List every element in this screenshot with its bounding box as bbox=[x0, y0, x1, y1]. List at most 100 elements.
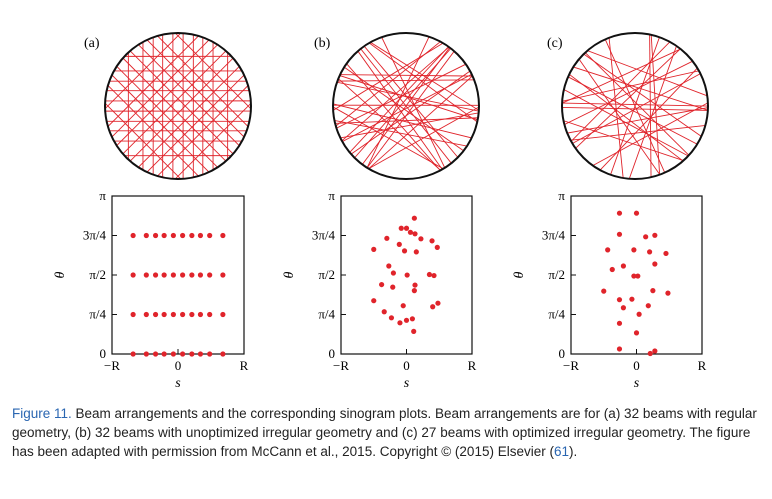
sinogram-point bbox=[426, 271, 433, 278]
sinogram-plot-b: 0π/4π/23π/4π−R 0 Rsθ bbox=[282, 188, 477, 391]
beam-line bbox=[333, 33, 464, 123]
beam-line bbox=[105, 54, 230, 179]
panel-label-b: (b) bbox=[314, 36, 331, 51]
sinogram-point bbox=[616, 231, 623, 237]
beam-line bbox=[333, 78, 479, 115]
beam-line bbox=[360, 33, 436, 179]
y-axis-label: θ bbox=[53, 271, 68, 278]
sinogram-point bbox=[152, 232, 159, 239]
sinogram-point bbox=[616, 297, 623, 303]
sinogram-point bbox=[220, 311, 226, 318]
beam-line bbox=[140, 68, 251, 179]
beam-line bbox=[350, 33, 479, 124]
sinogram-point bbox=[379, 281, 385, 288]
sinogram-point bbox=[161, 232, 167, 239]
beam-line bbox=[333, 58, 476, 160]
beam-line bbox=[150, 78, 251, 179]
sinogram-point bbox=[384, 235, 390, 241]
sinogram-point bbox=[631, 273, 637, 279]
sinogram-point bbox=[220, 351, 226, 357]
beam-line bbox=[105, 33, 206, 134]
figure-graphic: (a) (b) (c) 0π/4π/23π/4π−R 0 Rsθ 0π/4π/23π… bbox=[53, 32, 709, 391]
sinogram-point bbox=[412, 231, 418, 237]
beam-line bbox=[562, 112, 707, 169]
y-tick-label: π/4 bbox=[548, 307, 565, 322]
sinogram-point bbox=[207, 232, 213, 239]
sinogram-point bbox=[197, 351, 204, 357]
beam-line bbox=[354, 63, 479, 179]
beam-line bbox=[333, 65, 455, 179]
x-axis-label: s bbox=[404, 376, 410, 391]
sinogram-point bbox=[633, 330, 640, 336]
beam-line bbox=[354, 34, 468, 170]
beam-line bbox=[357, 39, 464, 179]
x-axis-label: s bbox=[175, 376, 181, 391]
sinogram-point bbox=[645, 303, 651, 309]
sinogram-point bbox=[652, 348, 658, 354]
y-tick-label: π/4 bbox=[318, 307, 335, 322]
sinogram-plot-c: 0π/4π/23π/4π−R 0 Rsθ bbox=[512, 188, 707, 391]
sinogram-point bbox=[143, 272, 149, 278]
x-tick-label: 0 bbox=[633, 358, 640, 373]
beam-line bbox=[105, 33, 223, 151]
beam-arrangement-b bbox=[332, 32, 480, 180]
sinogram-point bbox=[388, 315, 395, 321]
beam-line bbox=[333, 116, 479, 151]
sinogram-point bbox=[152, 272, 159, 278]
beam-line bbox=[333, 79, 479, 82]
beam-line bbox=[568, 44, 670, 179]
beam-line bbox=[562, 81, 704, 165]
y-tick-label: 3π/4 bbox=[542, 228, 566, 243]
sinogram-point bbox=[161, 351, 167, 357]
sinogram-point bbox=[152, 351, 159, 357]
y-tick-label: 3π/4 bbox=[312, 228, 336, 243]
beam-line bbox=[565, 41, 708, 105]
sinogram-point bbox=[647, 350, 653, 357]
reference-link[interactable]: 61 bbox=[553, 444, 569, 459]
sinogram-point bbox=[197, 311, 204, 318]
y-tick-label: π bbox=[328, 188, 335, 203]
sinogram-point bbox=[371, 298, 377, 304]
sinogram-point bbox=[616, 210, 623, 216]
beam-line bbox=[562, 64, 697, 172]
y-tick-label: 0 bbox=[100, 346, 107, 361]
beam-line bbox=[649, 33, 652, 179]
sinogram-point bbox=[400, 303, 406, 309]
beam-line bbox=[562, 53, 708, 133]
sinogram-point bbox=[435, 300, 441, 306]
figure-label: Figure 11. bbox=[12, 406, 72, 421]
sinogram-point bbox=[180, 351, 186, 357]
beam-line bbox=[351, 37, 461, 175]
x-tick-label: −R bbox=[104, 358, 120, 373]
sinogram-point bbox=[390, 284, 396, 290]
y-tick-label: π/2 bbox=[89, 267, 106, 282]
sinogram-point bbox=[601, 288, 607, 294]
sinogram-point bbox=[161, 272, 167, 278]
sinogram-point bbox=[665, 290, 671, 296]
sinogram-point bbox=[130, 311, 136, 318]
sinogram-point bbox=[643, 234, 649, 240]
sinogram-point bbox=[130, 272, 136, 278]
sinogram-point bbox=[207, 311, 213, 318]
beam-line bbox=[333, 99, 479, 143]
sinogram-point bbox=[180, 272, 186, 278]
sinogram-point bbox=[397, 320, 403, 326]
beam-line bbox=[352, 33, 479, 135]
sinogram-point bbox=[605, 247, 611, 253]
y-tick-label: π/2 bbox=[318, 267, 335, 282]
sinogram-point bbox=[143, 232, 149, 239]
beam-arrangement-c bbox=[561, 32, 709, 180]
y-tick-label: π bbox=[99, 188, 106, 203]
x-tick-label: −R bbox=[333, 358, 349, 373]
x-tick-label: −R bbox=[563, 358, 579, 373]
sinogram-point bbox=[197, 232, 204, 239]
y-tick-label: 0 bbox=[329, 346, 336, 361]
circle-outline bbox=[104, 32, 252, 180]
circle-outline bbox=[561, 32, 709, 180]
sinogram-point bbox=[207, 272, 213, 278]
sinogram-point bbox=[429, 238, 435, 244]
sinogram-point bbox=[189, 351, 195, 357]
y-axis-label: θ bbox=[282, 271, 297, 278]
sinogram-point bbox=[633, 210, 640, 216]
y-axis-label: θ bbox=[512, 271, 527, 278]
